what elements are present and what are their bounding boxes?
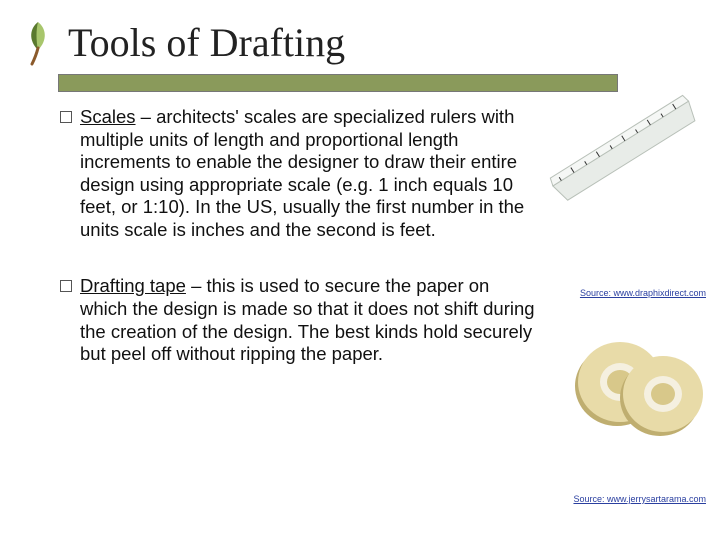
source-link-tape[interactable]: Source: www.jerrysartarama.com bbox=[573, 494, 706, 504]
item-text: Drafting tape – this is used to secure t… bbox=[80, 275, 540, 365]
item-term: Drafting tape bbox=[80, 275, 186, 296]
source-link-ruler[interactable]: Source: www.draphixdirect.com bbox=[580, 288, 706, 298]
drafting-tape-image bbox=[562, 336, 712, 446]
bullet-checkbox-icon bbox=[60, 111, 72, 123]
title-accent-bar bbox=[58, 74, 618, 92]
slide-header: Tools of Drafting bbox=[0, 0, 720, 66]
bullet-checkbox-icon bbox=[60, 280, 72, 292]
item-body: – architects' scales are specialized rul… bbox=[80, 106, 524, 240]
slide-title: Tools of Drafting bbox=[68, 19, 345, 66]
leaf-icon bbox=[18, 18, 58, 66]
item-term: Scales bbox=[80, 106, 136, 127]
scales-ruler-image bbox=[536, 92, 716, 212]
item-text: Scales – architects' scales are speciali… bbox=[80, 106, 540, 241]
